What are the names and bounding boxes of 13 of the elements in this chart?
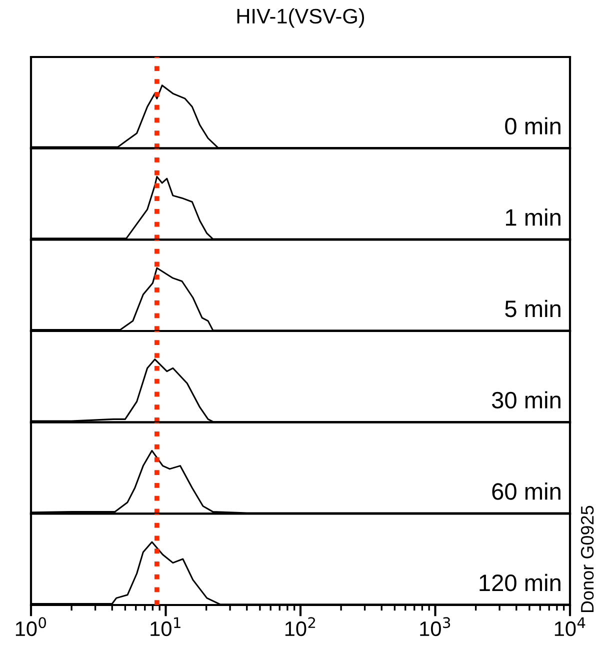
annotation: 60 min xyxy=(492,482,560,500)
x-tick-label: 10$^{2}$ xyxy=(285,617,316,636)
annotation: 30 min xyxy=(492,391,560,409)
x-tick-label: 10$^{1}$ xyxy=(150,617,180,636)
annotation: 1 min xyxy=(506,208,560,226)
annotation: 0 min xyxy=(505,117,560,135)
x-tick-label: 10$^{0}$ xyxy=(16,617,46,636)
x-tick-label: 10$^{3}$ xyxy=(420,617,450,636)
x-tick-label: 10$^{4}$ xyxy=(554,617,586,636)
annotation: 5 min xyxy=(505,300,560,318)
annotation: 120 min xyxy=(480,574,560,592)
text: Donor G0925 xyxy=(580,506,594,612)
chart-title: HIV-1(VSV-G) xyxy=(237,8,364,28)
